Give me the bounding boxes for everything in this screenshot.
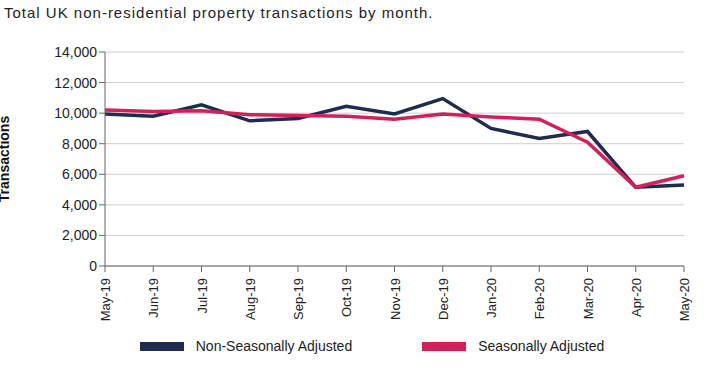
svg-text:Jan-20: Jan-20 bbox=[484, 278, 499, 318]
svg-text:Sep-19: Sep-19 bbox=[291, 278, 306, 320]
svg-text:Transactions: Transactions bbox=[8, 116, 12, 203]
svg-text:Nov-19: Nov-19 bbox=[388, 278, 403, 320]
svg-text:Feb-20: Feb-20 bbox=[532, 278, 547, 319]
svg-text:May-20: May-20 bbox=[677, 278, 692, 321]
svg-text:8,000: 8,000 bbox=[62, 136, 97, 152]
svg-text:12,000: 12,000 bbox=[54, 75, 97, 91]
svg-text:0: 0 bbox=[89, 258, 97, 274]
svg-text:2,000: 2,000 bbox=[62, 227, 97, 243]
svg-text:4,000: 4,000 bbox=[62, 197, 97, 213]
svg-text:Apr-20: Apr-20 bbox=[629, 278, 644, 317]
svg-text:May-19: May-19 bbox=[98, 278, 113, 321]
html-text:Seasonally Adjusted: Seasonally Adjusted bbox=[478, 338, 605, 354]
svg-text:Dec-19: Dec-19 bbox=[436, 278, 451, 320]
svg-text:Oct-19: Oct-19 bbox=[339, 278, 354, 317]
svg-text:Mar-20: Mar-20 bbox=[581, 278, 596, 319]
svg-text:Aug-19: Aug-19 bbox=[243, 278, 258, 320]
svg-text:Jun-19: Jun-19 bbox=[146, 278, 161, 318]
html-text:Total UK non-residential prope: Total UK non-residential property transa… bbox=[4, 4, 434, 21]
svg-text:6,000: 6,000 bbox=[62, 166, 97, 182]
svg-text:10,000: 10,000 bbox=[54, 105, 97, 121]
svg-text:Jul-19: Jul-19 bbox=[195, 278, 210, 313]
html-text:Non-Seasonally Adjusted: Non-Seasonally Adjusted bbox=[195, 338, 353, 354]
svg-text:14,000: 14,000 bbox=[54, 44, 97, 60]
